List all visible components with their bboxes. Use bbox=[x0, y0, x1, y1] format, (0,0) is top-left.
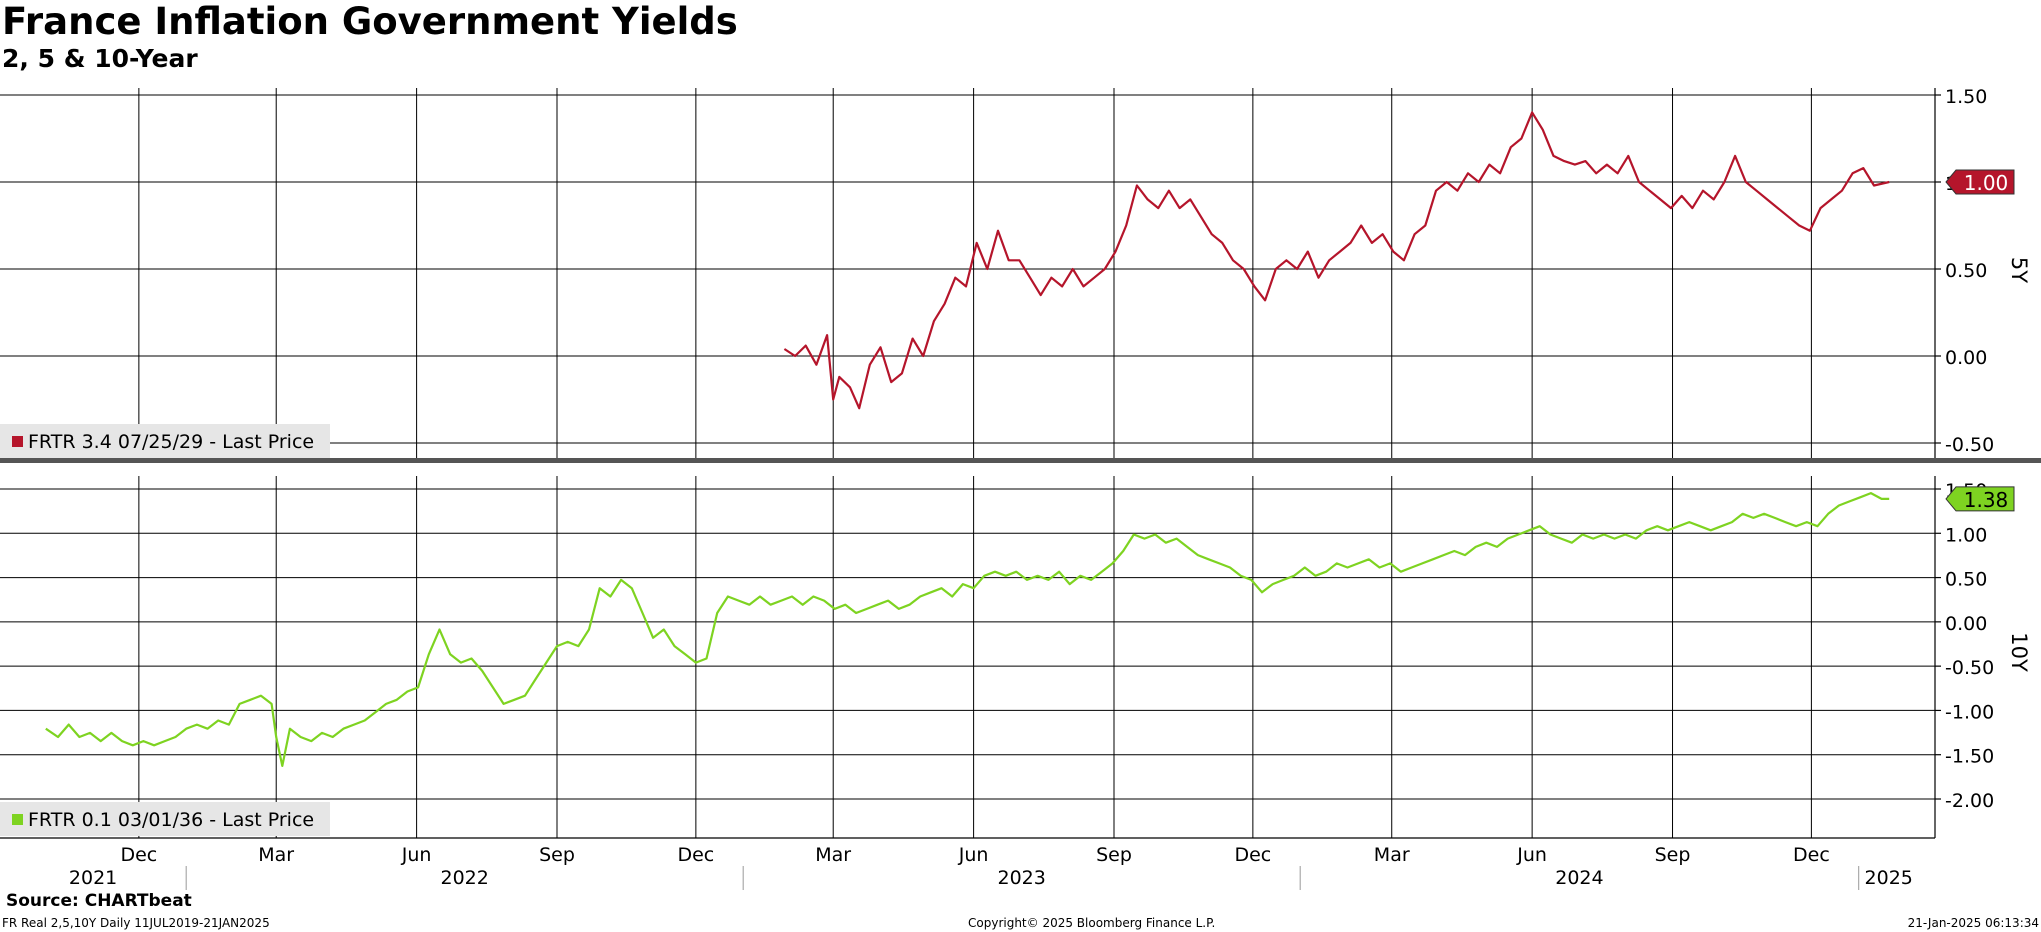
legend-box bbox=[0, 802, 330, 836]
x-tick-label: Sep bbox=[1096, 844, 1132, 866]
x-tick-label: Jun bbox=[1516, 844, 1547, 866]
x-tick-label: Dec bbox=[120, 844, 157, 866]
x-year-label: 2025 bbox=[1865, 867, 1913, 889]
last-value-tag bbox=[1945, 486, 2015, 512]
chart-subtitle: 2, 5 & 10-Year bbox=[2, 44, 198, 73]
x-tick-label: Jun bbox=[958, 844, 989, 866]
y-tick-label: 1.00 bbox=[1945, 524, 1987, 546]
x-year-label: 2024 bbox=[1555, 867, 1603, 889]
x-tick-label: Dec bbox=[677, 844, 714, 866]
y-tick-label: 0.50 bbox=[1945, 569, 1987, 591]
x-tick-label: Mar bbox=[1374, 844, 1410, 866]
legend-box bbox=[0, 424, 330, 458]
y-tick-label: -2.00 bbox=[1945, 790, 1994, 812]
series-line bbox=[45, 492, 1890, 767]
panel-divider bbox=[0, 458, 2041, 463]
last-value-tag bbox=[1945, 169, 2015, 195]
axis-layer: 1.501.000.500.00-0.505Y1.001.501.000.500… bbox=[0, 86, 2041, 890]
x-tick-label: Mar bbox=[815, 844, 851, 866]
last-value-label: 1.38 bbox=[1964, 488, 2009, 512]
series-layer bbox=[45, 111, 1890, 767]
legend-label: FRTR 0.1 03/01/36 - Last Price bbox=[28, 809, 314, 831]
x-year-label: 2022 bbox=[440, 867, 488, 889]
x-tick-label: Dec bbox=[1793, 844, 1830, 866]
source-note: Source: CHARTbeat bbox=[6, 891, 192, 911]
last-value-label: 1.00 bbox=[1964, 171, 2009, 195]
footer-range: FR Real 2,5,10Y Daily 11JUL2019-21JAN202… bbox=[2, 916, 270, 930]
y-tick-label: -0.50 bbox=[1945, 657, 1994, 679]
y-tick-label: 0.50 bbox=[1945, 260, 1987, 282]
x-year-label: 2023 bbox=[997, 867, 1045, 889]
y-axis-title: 5Y bbox=[2007, 257, 2031, 283]
legend-label: FRTR 3.4 07/25/29 - Last Price bbox=[28, 431, 314, 453]
x-tick-label: Sep bbox=[539, 844, 575, 866]
x-tick-label: Sep bbox=[1655, 844, 1691, 866]
series-line bbox=[783, 111, 1890, 410]
chart-canvas: 1.501.000.500.00-0.505Y1.001.501.000.500… bbox=[0, 86, 2041, 890]
footer-timestamp: 21-Jan-2025 06:13:34 bbox=[1907, 916, 2039, 930]
y-tick-label: 0.00 bbox=[1945, 347, 1987, 369]
y-tick-label: 0.00 bbox=[1945, 613, 1987, 635]
y-tick-label: -0.50 bbox=[1945, 434, 1994, 456]
legend-swatch bbox=[12, 436, 23, 447]
chart-title: France Inflation Government Yields bbox=[2, 0, 738, 43]
legend-swatch bbox=[12, 814, 23, 825]
x-tick-label: Mar bbox=[258, 844, 294, 866]
x-tick-label: Jun bbox=[401, 844, 432, 866]
footer-copyright: Copyright© 2025 Bloomberg Finance L.P. bbox=[968, 916, 1216, 930]
x-year-label: 2021 bbox=[69, 867, 117, 889]
y-tick-label: 1.50 bbox=[1945, 86, 1987, 108]
y-tick-label: -1.50 bbox=[1945, 746, 1994, 768]
y-tick-label: -1.00 bbox=[1945, 701, 1994, 723]
x-tick-label: Dec bbox=[1234, 844, 1271, 866]
y-axis-title: 10Y bbox=[2007, 632, 2031, 672]
legend-layer: FRTR 3.4 07/25/29 - Last Price FRTR 0.1 0… bbox=[0, 424, 330, 836]
